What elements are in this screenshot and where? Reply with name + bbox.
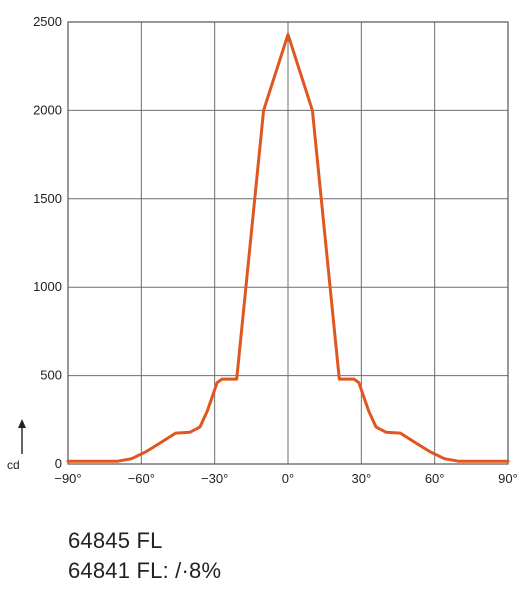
y-tick-label: 0: [55, 456, 62, 471]
x-tick-label: 60°: [425, 471, 445, 486]
y-tick-label: 2500: [33, 14, 62, 29]
product-code-label: 64845 FL: [68, 528, 163, 553]
x-axis-tick-labels: −90° −60° −30° 0° 30° 60° 90°: [54, 471, 517, 486]
y-tick-label: 1000: [33, 279, 62, 294]
product-variant-label: 64841 FL: /·8%: [68, 558, 222, 583]
grid: [67, 21, 509, 465]
y-axis-unit: cd: [7, 419, 26, 472]
x-tick-label: 90°: [498, 471, 518, 486]
series-layer: [66, 32, 510, 463]
x-tick-label: 30°: [351, 471, 371, 486]
y-tick-label: 2000: [33, 102, 62, 117]
y-tick-label: 1500: [33, 191, 62, 206]
y-axis-tick-labels: 0 500 1000 1500 2000 2500: [33, 14, 62, 471]
x-tick-label: −60°: [128, 471, 155, 486]
unit-arrow-head-icon: [18, 419, 26, 428]
x-tick-label: −30°: [201, 471, 228, 486]
y-axis-unit-label: cd: [7, 458, 20, 472]
x-tick-label: 0°: [282, 471, 294, 486]
plot-frame: [67, 21, 509, 465]
x-tick-label: −90°: [54, 471, 81, 486]
series-line: [66, 32, 510, 463]
y-tick-label: 500: [40, 368, 62, 383]
